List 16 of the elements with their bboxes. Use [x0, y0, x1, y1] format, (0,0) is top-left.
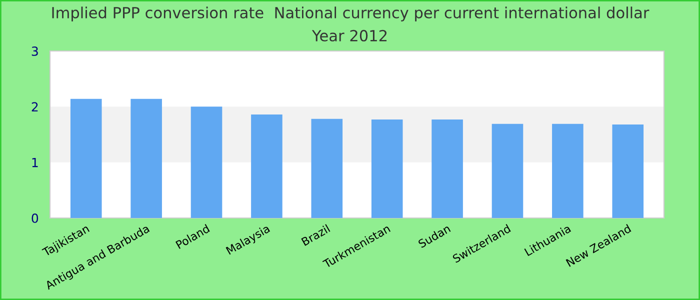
bar	[130, 98, 162, 218]
bar	[432, 119, 463, 218]
bar	[251, 114, 282, 218]
chart-title: Implied PPP conversion rate National currency per current international dollar	[52, 6, 650, 22]
y-tick-label: 1	[32, 158, 38, 168]
y-tick-label: 2	[32, 102, 38, 112]
bar	[371, 119, 403, 218]
bar	[311, 118, 343, 218]
chart-subtitle: Year 2012	[312, 30, 387, 42]
bar	[552, 124, 584, 218]
y-tick-label: 0	[32, 213, 38, 223]
bar	[612, 124, 644, 218]
bar	[70, 98, 102, 218]
bar	[492, 124, 524, 218]
bar	[190, 106, 222, 218]
y-tick-label: 3	[32, 46, 38, 56]
